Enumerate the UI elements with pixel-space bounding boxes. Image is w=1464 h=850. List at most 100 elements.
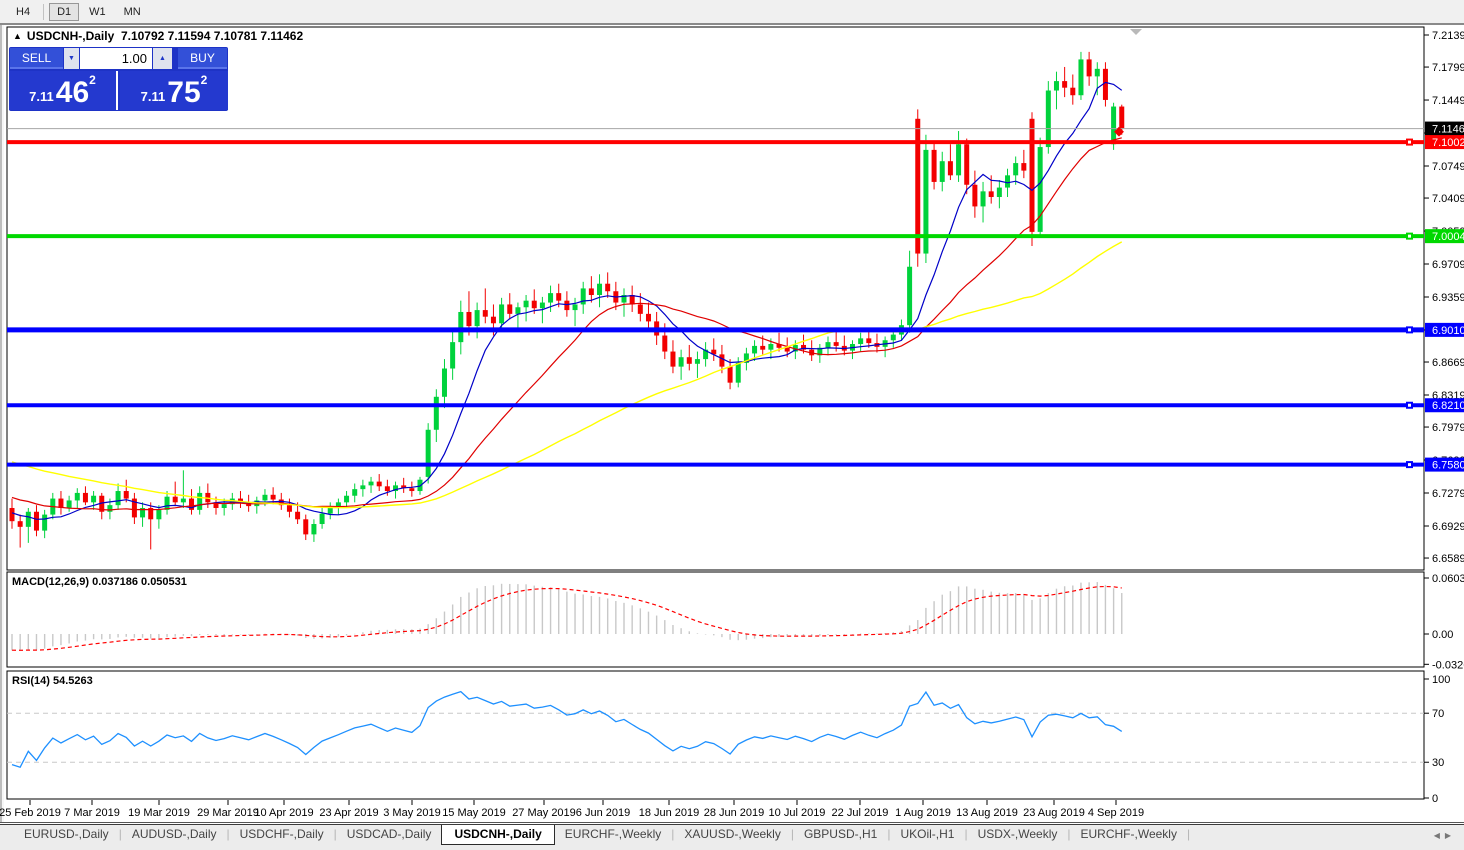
ma-line-21[interactable] xyxy=(11,137,1122,511)
rsi-tick-label: 100 xyxy=(1432,674,1450,686)
buy-price-big: 75 xyxy=(167,76,201,109)
price-badge-7.00048 xyxy=(1425,229,1464,244)
volume-increase-icon[interactable]: ▲ xyxy=(153,48,172,69)
tab-scroll-right-icon[interactable]: ▶ xyxy=(1444,831,1456,840)
date-axis[interactable]: 25 Feb 2019 7 Mar 2019 19 Mar 2019 29 Mar 2… xyxy=(0,800,1144,819)
price-tick-label: 7.04090 xyxy=(1432,193,1464,205)
date-tick-label: 27 May 2019 xyxy=(512,807,576,819)
chart-tab-usdcad-daily[interactable]: USDCAD-,Daily xyxy=(346,827,432,841)
macd-histogram xyxy=(11,582,1123,651)
price-tick-label: 6.86690 xyxy=(1432,357,1464,369)
rsi-panel[interactable] xyxy=(6,670,1425,800)
buy-price-pip: 2 xyxy=(200,73,208,87)
price-tick-label: 7.07490 xyxy=(1432,161,1464,173)
level-line-7.00048-handle-dot xyxy=(1408,234,1411,238)
price-badge-label: 7.10029 xyxy=(1432,137,1464,149)
main-price-panel[interactable] xyxy=(6,26,1425,571)
price-tick-label: 7.21390 xyxy=(1432,30,1464,42)
tab-separator: | xyxy=(790,827,794,841)
chart-symbol-label: USDCNH-,Daily xyxy=(26,29,115,43)
tab-separator: | xyxy=(671,827,675,841)
chart-tab-usdchf-daily[interactable]: USDCHF-,Daily xyxy=(239,827,324,841)
date-tick-label: 6 Jun 2019 xyxy=(576,807,630,819)
toolbar-separator xyxy=(43,3,45,20)
price-badge-label: 7.11462 xyxy=(1432,124,1464,136)
candles-layer xyxy=(9,51,1125,550)
ma-line-50[interactable] xyxy=(11,241,1123,509)
price-badge-label: 6.82103 xyxy=(1432,400,1464,412)
support-line-6.75804-handle-dot xyxy=(1408,463,1411,467)
volume-decrease-icon[interactable]: ▼ xyxy=(64,48,79,69)
date-tick-label: 22 Jul 2019 xyxy=(832,807,889,819)
window-left-border-highlight xyxy=(2,25,4,822)
support-line-6.82103-handle-dot xyxy=(1408,403,1411,407)
chart-tab-bar: EURUSD-,Daily | AUDUSD-,Daily | USDCHF-,Dail… xyxy=(0,824,1464,850)
price-tick-label: 7.14490 xyxy=(1432,95,1464,107)
chart-tab-usdx-weekly[interactable]: USDX-,Weekly xyxy=(977,827,1058,841)
chart-tab-ukoil-h1[interactable]: UKOil-,H1 xyxy=(900,827,955,841)
chart-tabs: EURUSD-,Daily | AUDUSD-,Daily | USDCHF-,Dail… xyxy=(14,825,1190,845)
chart-tab-eurusd-daily[interactable]: EURUSD-,Daily xyxy=(24,827,109,841)
date-tick-label: 25 Feb 2019 xyxy=(0,807,61,819)
volume-input[interactable]: 1.00 xyxy=(80,48,152,69)
timeframe-buttons: H4 D1 W1 MN xyxy=(8,2,151,21)
timeframe-button-d1[interactable]: D1 xyxy=(49,2,80,21)
price-badge-6.75804 xyxy=(1425,457,1464,472)
tab-scroll-left-icon[interactable]: ◀ xyxy=(1433,831,1445,840)
macd-panel[interactable] xyxy=(6,571,1425,668)
timeframe-button-w1[interactable]: W1 xyxy=(89,5,106,18)
chart-title: ▲ USDCNH-,Daily 7.10792 7.11594 7.10781 7… xyxy=(13,29,303,43)
price-tick-label: 6.93590 xyxy=(1432,292,1464,304)
tab-separator: | xyxy=(964,827,968,841)
rsi-tick-label: 70 xyxy=(1432,708,1444,720)
date-tick-label: 10 Jul 2019 xyxy=(769,807,826,819)
date-tick-label: 23 Apr 2019 xyxy=(319,807,378,819)
tab-separator: | xyxy=(226,827,230,841)
sell-price-big: 46 xyxy=(55,76,90,109)
sell-price-prefix: 7.11 xyxy=(29,89,54,104)
sell-button[interactable]: SELL xyxy=(10,48,63,69)
date-tick-label: 13 Aug 2019 xyxy=(956,807,1018,819)
chart-shift-marker-icon[interactable] xyxy=(1130,29,1142,35)
price-tick-label: 6.69290 xyxy=(1432,521,1464,533)
macd-tick-label: 0.060317 xyxy=(1432,573,1464,585)
date-tick-label: 19 Mar 2019 xyxy=(128,807,190,819)
last-price-arrow-icon xyxy=(1114,126,1124,137)
timeframe-button-h4[interactable]: H4 xyxy=(16,5,31,18)
date-tick-label: 15 May 2019 xyxy=(442,807,506,819)
price-tick-label: 6.97090 xyxy=(1432,259,1464,271)
date-tick-label: 1 Aug 2019 xyxy=(895,807,951,819)
price-tick-label: 6.65890 xyxy=(1432,553,1464,565)
sell-price-pip: 2 xyxy=(89,73,96,87)
tab-scroll-arrows: ◀▶ xyxy=(1434,831,1456,840)
date-tick-label: 28 Jun 2019 xyxy=(704,807,765,819)
date-tick-label: 18 Jun 2019 xyxy=(639,807,700,819)
macd-signal-line xyxy=(11,585,1122,651)
macd-indicator-label: MACD(12,26,9) 0.037186 0.050531 xyxy=(12,576,187,588)
timeframe-toolbar: H4 D1 W1 MN xyxy=(0,0,1464,24)
macd-tick-label: -0.032648 xyxy=(1432,659,1464,671)
chart-tab-eurchf-weekly[interactable]: EURCHF-,Weekly xyxy=(564,827,662,841)
price-tick-label: 7.17990 xyxy=(1432,62,1464,74)
price-badge-7.11462 xyxy=(1425,121,1464,136)
collapse-trade-panel-icon[interactable]: ▲ xyxy=(13,31,22,41)
buy-price-box[interactable]: 7.11 75 2 xyxy=(120,71,228,110)
tab-separator: | xyxy=(333,827,337,841)
chart-tab-xauusd-weekly[interactable]: XAUUSD-,Weekly xyxy=(684,827,781,841)
price-axis[interactable]: 7.213907.179907.144907.109907.074907.040… xyxy=(1424,30,1464,805)
chart-tab-gbpusd-h1[interactable]: GBPUSD-,H1 xyxy=(803,827,878,841)
rsi-indicator-label: RSI(14) 54.5263 xyxy=(12,675,93,687)
date-tick-label: 3 May 2019 xyxy=(383,807,440,819)
tab-separator: | xyxy=(118,827,122,841)
sell-price-box[interactable]: 7.11 46 2 xyxy=(9,71,118,110)
chart-tab-usdcnh-daily[interactable]: USDCNH-,Daily xyxy=(441,825,555,845)
tab-separator: | xyxy=(1067,827,1071,841)
buy-button[interactable]: BUY xyxy=(178,48,227,69)
timeframe-button-mn[interactable]: MN xyxy=(123,5,141,18)
date-tick-label: 23 Aug 2019 xyxy=(1023,807,1085,819)
chart-tab-audusd-daily[interactable]: AUDUSD-,Daily xyxy=(131,827,217,841)
buy-price-prefix: 7.11 xyxy=(140,89,166,104)
chart-tab-eurchf-weekly[interactable]: EURCHF-,Weekly xyxy=(1080,827,1177,841)
price-badge-label: 6.75804 xyxy=(1432,460,1464,472)
